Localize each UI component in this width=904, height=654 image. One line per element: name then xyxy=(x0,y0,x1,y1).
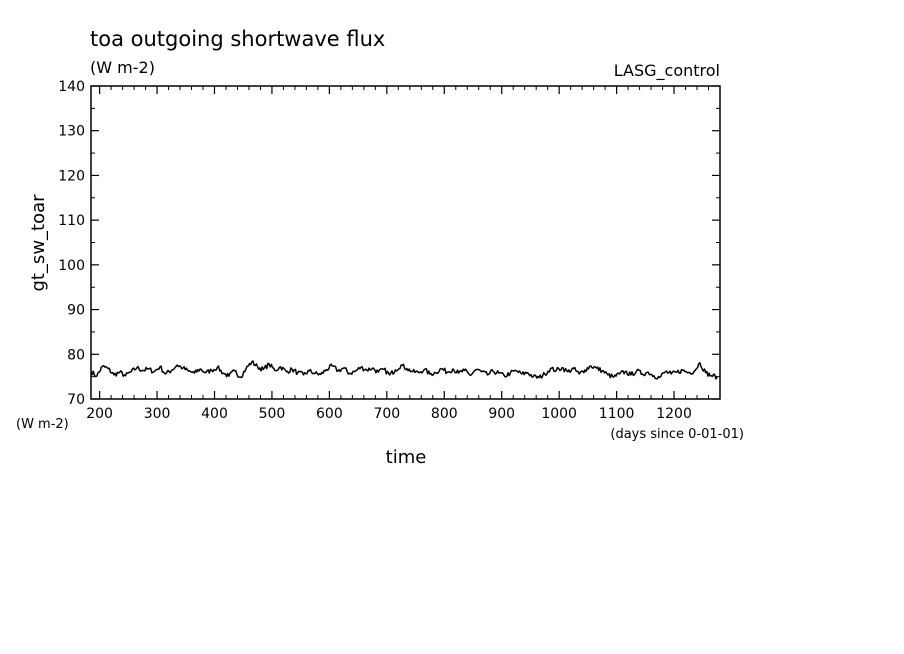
chart-subtitle: (W m-2) xyxy=(90,58,155,77)
chart-title: toa outgoing shortwave flux xyxy=(90,27,385,51)
x-tick-label-5: 700 xyxy=(373,406,400,422)
x-tick-label-6: 800 xyxy=(431,406,458,422)
y-axis-units: (W m-2) xyxy=(16,417,69,432)
tick-labels: 70 80 90 100 110 120 130 140 200 300 400 500 600 700 8… xyxy=(58,79,692,422)
y-tick-label-5: 120 xyxy=(58,168,85,184)
y-tick-label-2: 90 xyxy=(67,303,85,319)
x-tick-label-2: 400 xyxy=(201,406,228,422)
x-tick-label-0: 200 xyxy=(86,406,113,422)
axis-ticks xyxy=(91,85,721,400)
y-tick-label-7: 140 xyxy=(58,79,85,95)
x-tick-label-1: 300 xyxy=(144,406,171,422)
y-tick-label-3: 100 xyxy=(58,258,85,274)
plot-frame xyxy=(90,85,721,400)
x-axis-label: time xyxy=(386,447,427,468)
x-tick-label-10: 1200 xyxy=(656,406,692,422)
x-tick-label-8: 1000 xyxy=(541,406,577,422)
run-label: LASG_control xyxy=(614,61,720,81)
x-tick-label-3: 500 xyxy=(259,406,286,422)
x-tick-label-7: 900 xyxy=(488,406,515,422)
x-axis-units: (days since 0-01-01) xyxy=(610,427,744,442)
series-line xyxy=(90,360,718,380)
y-tick-label-4: 110 xyxy=(58,213,85,229)
y-tick-label-6: 130 xyxy=(58,124,85,140)
x-tick-label-4: 600 xyxy=(316,406,343,422)
y-axis-label: gt_sw_toar xyxy=(28,194,49,292)
x-tick-label-9: 1100 xyxy=(599,406,635,422)
y-tick-label-0: 70 xyxy=(67,392,85,408)
y-tick-label-1: 80 xyxy=(67,347,85,363)
